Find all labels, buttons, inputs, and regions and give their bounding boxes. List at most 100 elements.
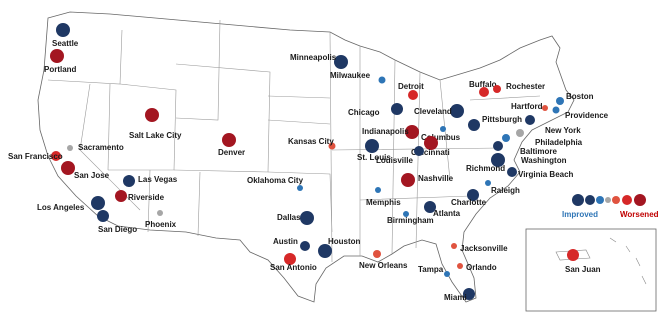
city-label: Baltimore [520,147,557,156]
city-dot [552,106,560,114]
city-dot [525,115,535,125]
city-label: Minneapolis [290,53,337,62]
legend: Improved Worsened [562,194,659,219]
city-dot [463,288,475,300]
city-dot [365,139,379,153]
city-label: Atlanta [433,209,461,218]
islands [609,237,647,285]
city-label: Louisville [376,156,413,165]
city-dot [408,90,418,100]
city-dot [424,136,438,150]
city-label: Buffalo [469,80,497,89]
city-label: Oklahoma City [247,176,304,185]
city-dot [567,249,579,261]
city-dot [507,167,517,177]
city-dot [468,119,480,131]
city-label: Riverside [128,193,165,202]
legend-label: Improved [562,210,598,219]
city-label: Salt Lake City [129,131,182,140]
city-dot [61,161,75,175]
city-label: Birmingham [387,216,434,225]
city-dot [300,241,310,251]
city-dot [56,23,70,37]
city-dot [401,173,415,187]
city-dot [378,76,386,84]
city-label: Portland [44,65,77,74]
city-dot [115,190,127,202]
legend-dot [596,196,604,204]
city-label: Chicago [348,108,380,117]
city-label: New York [545,126,581,135]
city-label: Milwaukee [330,71,371,80]
city-dot [493,141,503,151]
city-dot [542,105,548,111]
legend-dot [572,194,584,206]
city-label: Rochester [506,82,545,91]
city-dot [318,244,332,258]
city-label: St. Louis [357,153,391,162]
city-dot [491,153,505,167]
city-label: Austin [273,237,298,246]
city-label: Nashville [418,174,454,183]
us-outline [37,11,575,303]
city-label: Charlotte [451,198,487,207]
city-dot [297,185,303,191]
city-label: San Diego [98,225,137,234]
city-label: Detroit [398,82,424,91]
city-label: Sacramento [78,143,124,152]
city-label: Los Angeles [37,203,85,212]
city-label: Richmond [466,164,505,173]
city-label: Cincinnati [411,148,450,157]
city-dot [51,151,61,161]
inset-frame [525,228,657,312]
city-dot [440,126,446,132]
city-dot [424,201,436,213]
city-label: Hartford [511,102,543,111]
city-dot [444,271,450,277]
city-label: San Francisco [8,152,63,161]
city-label: Denver [218,148,245,157]
city-label: New Orleans [359,261,408,270]
city-dot [50,49,64,63]
legend-dot [622,195,632,205]
city-dot [145,108,159,122]
city-label: Raleigh [491,186,520,195]
city-label: Tampa [418,265,444,274]
city-dot [300,211,314,225]
city-dot [485,180,491,186]
city-label: San Juan [565,265,601,274]
legend-dot [605,197,611,203]
city-label: Kansas City [288,137,334,146]
city-label: Virginia Beach [518,170,574,179]
city-dot [493,85,501,93]
city-dot [334,55,348,69]
city-label: San Jose [74,171,110,180]
legend-dot [585,195,595,205]
city-dot [123,175,135,187]
city-label: Jacksonville [460,244,508,253]
city-dot [450,104,464,118]
city-label: Seattle [52,39,79,48]
city-label: Houston [328,237,361,246]
city-label: Pittsburgh [482,115,522,124]
city-label: Memphis [366,198,401,207]
city-label: Washington [521,156,567,165]
city-dot [414,146,424,156]
city-label: Indianapolis [362,127,409,136]
city-dot [556,97,564,105]
city-dot [502,134,510,142]
city-label: Cleveland [414,107,452,116]
city-label: Providence [565,111,609,120]
city-dot [97,210,109,222]
legend-dot [634,194,646,206]
city-dot [375,187,381,193]
city-dot [467,189,479,201]
city-dot [479,87,489,97]
legend-label: Worsened [620,210,659,219]
city-dot [222,133,236,147]
city-dot [67,145,73,151]
city-dot [328,142,336,150]
city-label: Miami [444,293,467,302]
